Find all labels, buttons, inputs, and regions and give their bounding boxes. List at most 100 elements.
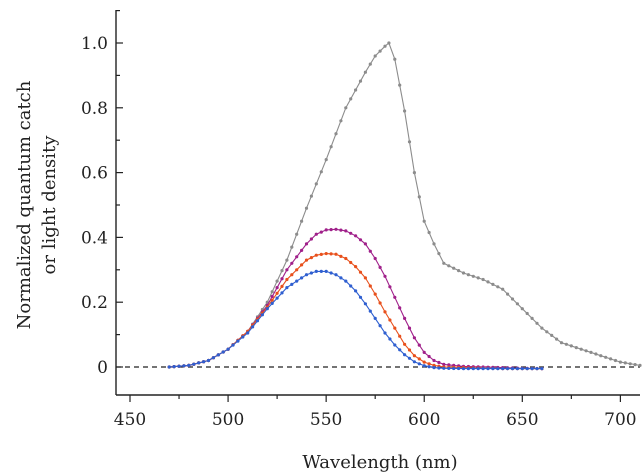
data-point <box>461 367 466 371</box>
data-point <box>535 321 539 325</box>
x-tick-label: 500 <box>212 410 244 430</box>
data-point <box>251 325 255 329</box>
data-point <box>349 260 353 265</box>
data-point <box>197 361 201 365</box>
data-point <box>368 62 372 66</box>
data-point <box>398 348 402 352</box>
data-point <box>427 365 431 369</box>
data-point <box>574 346 578 350</box>
data-point <box>393 57 397 61</box>
data-point <box>599 354 603 358</box>
data-point <box>407 140 412 144</box>
data-point <box>167 365 171 369</box>
data-point <box>383 274 387 278</box>
data-point <box>515 302 520 306</box>
data-point <box>270 290 274 294</box>
data-point <box>339 119 343 123</box>
data-point <box>358 270 363 274</box>
data-point <box>309 194 313 198</box>
data-point <box>192 362 196 366</box>
data-point <box>481 367 485 371</box>
data-point <box>378 324 382 328</box>
data-point <box>319 170 323 174</box>
data-point <box>550 333 554 337</box>
data-point <box>344 279 348 283</box>
data-point <box>290 261 294 265</box>
data-point <box>486 367 490 371</box>
data-point <box>231 343 235 347</box>
data-point <box>236 339 240 343</box>
x-tick-label: 600 <box>408 410 440 430</box>
x-tick-label: 550 <box>310 410 342 430</box>
data-point <box>525 367 529 371</box>
data-point <box>594 352 598 356</box>
data-point <box>265 307 269 311</box>
data-point <box>285 286 289 290</box>
data-point <box>609 357 613 361</box>
data-point <box>398 83 402 87</box>
data-point <box>432 366 436 370</box>
data-point <box>437 360 441 365</box>
data-point <box>349 231 353 235</box>
data-point <box>417 195 421 199</box>
data-point <box>520 307 524 311</box>
data-point <box>555 337 559 341</box>
data-point <box>398 334 402 338</box>
y-tick-label: 0.2 <box>81 293 108 313</box>
data-point <box>324 228 328 232</box>
data-point <box>412 360 416 364</box>
data-point <box>388 318 392 322</box>
data-point <box>280 291 284 295</box>
data-point <box>270 298 274 302</box>
data-point <box>501 287 505 291</box>
data-point <box>304 242 309 246</box>
data-point <box>300 248 304 252</box>
data-point <box>300 219 304 223</box>
y-ticks: 0 0.2 0.4 0.6 0.8 1.0 <box>81 10 123 378</box>
data-point <box>437 366 441 370</box>
data-point <box>628 362 632 366</box>
data-point <box>373 316 377 320</box>
data-point <box>383 44 387 48</box>
data-point <box>393 295 397 299</box>
data-point <box>221 350 225 354</box>
x-axis: 450 500 550 600 650 700 <box>114 394 640 430</box>
data-point <box>373 54 377 58</box>
data-point <box>363 70 367 74</box>
data-point <box>387 41 391 45</box>
data-point <box>280 284 284 288</box>
data-point <box>378 265 382 269</box>
x-tick-label: 450 <box>114 410 146 430</box>
data-point <box>275 296 279 300</box>
y-axis-title: Normalized quantum catch or light densit… <box>14 80 60 329</box>
data-point <box>363 276 367 280</box>
data-point <box>427 362 431 366</box>
data-point <box>344 256 348 261</box>
data-point <box>457 269 461 273</box>
data-point <box>432 242 436 246</box>
data-point <box>403 109 407 113</box>
data-point <box>300 263 304 267</box>
data-point <box>417 357 421 361</box>
data-point <box>324 158 328 162</box>
y-axis: 0 0.2 0.4 0.6 0.8 1.0 <box>81 10 123 395</box>
data-point <box>496 285 500 289</box>
data-point <box>177 364 181 368</box>
y-axis-title-line-2: or light density <box>39 135 60 275</box>
data-point <box>363 302 367 306</box>
data-point <box>417 343 421 347</box>
data-point <box>290 273 294 277</box>
data-point <box>569 344 573 348</box>
data-point <box>339 276 343 280</box>
data-point <box>457 366 461 371</box>
data-point <box>407 356 412 360</box>
data-point <box>314 232 318 236</box>
data-point <box>476 276 480 280</box>
data-point <box>300 276 304 280</box>
data-point <box>211 356 215 360</box>
data-point <box>432 363 436 367</box>
data-point <box>388 285 392 289</box>
data-point <box>349 97 353 101</box>
data-point <box>530 316 534 320</box>
data-point <box>368 284 372 288</box>
